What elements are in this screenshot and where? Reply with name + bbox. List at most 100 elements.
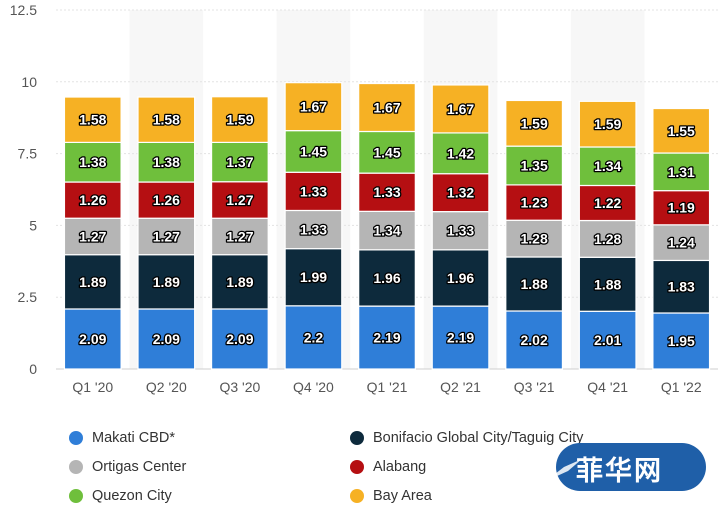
x-axis-tick-labels: Q1 '20 Q2 '20 Q3 '20 Q4 '20 Q1 '21 Q2 '21 Q3 '… bbox=[72, 379, 701, 395]
legend-label: Bay Area bbox=[373, 488, 432, 504]
data-label: 1.34 bbox=[373, 223, 400, 239]
bar-segment[interactable] bbox=[505, 99, 564, 147]
bar-segment[interactable] bbox=[358, 210, 416, 251]
bar-segment[interactable] bbox=[578, 146, 637, 187]
x-tick-label: Q4 '21 bbox=[587, 379, 628, 395]
bar-stack: 1.95 1.83 1.24 1.19 1.31 1.55 bbox=[652, 107, 711, 370]
x-tick-label: Q1 '22 bbox=[661, 379, 702, 395]
data-label: 2.09 bbox=[153, 331, 180, 347]
bar-segment[interactable] bbox=[652, 224, 711, 262]
legend-marker bbox=[69, 431, 83, 445]
y-tick-label: 7.5 bbox=[18, 146, 38, 162]
legend-marker bbox=[69, 489, 83, 503]
bar-segment[interactable] bbox=[652, 190, 711, 226]
bar-segment[interactable] bbox=[63, 181, 122, 219]
legend-item-alabang[interactable]: Alabang bbox=[350, 459, 426, 475]
bar-segment[interactable] bbox=[284, 130, 343, 173]
data-label: 1.89 bbox=[79, 274, 106, 290]
data-label: 1.88 bbox=[520, 276, 547, 292]
data-label: 1.27 bbox=[226, 192, 253, 208]
bar-stack: 2.19 1.96 1.33 1.32 1.42 1.67 bbox=[431, 84, 490, 370]
legend-item-bgc[interactable]: Bonifacio Global City/Taguig City bbox=[350, 430, 583, 446]
legend-item-makati[interactable]: Makati CBD* bbox=[69, 430, 175, 446]
bar-stack: 2.01 1.88 1.28 1.22 1.34 1.59 bbox=[578, 100, 637, 370]
legend-item-bay-area[interactable]: Bay Area bbox=[350, 488, 432, 504]
legend-item-quezon[interactable]: Quezon City bbox=[69, 488, 172, 504]
x-tick-label: Q3 '21 bbox=[514, 379, 555, 395]
x-tick-label: Q2 '21 bbox=[440, 379, 481, 395]
bar-segment[interactable] bbox=[137, 308, 196, 370]
legend: Makati CBD* Bonifacio Global City/Taguig… bbox=[62, 428, 622, 514]
data-label: 1.27 bbox=[226, 228, 253, 244]
bar-segment[interactable] bbox=[284, 248, 343, 307]
bar-segment[interactable] bbox=[431, 305, 490, 370]
bar-segment[interactable] bbox=[210, 308, 269, 370]
bar-segment[interactable] bbox=[578, 100, 637, 148]
bar-segment[interactable] bbox=[578, 219, 637, 258]
bar-segment[interactable] bbox=[358, 249, 416, 307]
data-label: 1.28 bbox=[594, 231, 621, 247]
data-label: 2.09 bbox=[226, 331, 253, 347]
bar-segment[interactable] bbox=[63, 254, 122, 310]
data-label: 1.26 bbox=[79, 192, 106, 208]
data-label: 1.34 bbox=[594, 158, 621, 174]
legend-marker bbox=[350, 460, 364, 474]
legend-item-ortigas[interactable]: Ortigas Center bbox=[69, 459, 186, 475]
bar-segment[interactable] bbox=[63, 308, 122, 370]
bar-segment[interactable] bbox=[284, 171, 343, 212]
x-tick-label: Q3 '20 bbox=[219, 379, 260, 395]
y-tick-label: 0 bbox=[29, 361, 37, 377]
bar-segment[interactable] bbox=[63, 96, 122, 143]
data-label: 1.24 bbox=[668, 235, 695, 251]
bar-segment[interactable] bbox=[210, 141, 269, 183]
data-label: 1.38 bbox=[79, 154, 106, 170]
bar-segment[interactable] bbox=[358, 82, 416, 133]
data-label: 2.01 bbox=[594, 332, 621, 348]
bar-segment[interactable] bbox=[652, 312, 711, 370]
data-label: 1.35 bbox=[520, 158, 547, 174]
bar-segment[interactable] bbox=[137, 181, 196, 219]
bar-segment[interactable] bbox=[505, 256, 564, 312]
bar-segment[interactable] bbox=[284, 209, 343, 250]
bar-segment[interactable] bbox=[358, 305, 416, 370]
legend-label: Alabang bbox=[373, 459, 427, 475]
bar-segment[interactable] bbox=[210, 96, 269, 143]
y-axis-tick-labels: 0 2.5 5 7.5 10 12.5 bbox=[10, 2, 37, 377]
data-label: 1.58 bbox=[79, 112, 106, 128]
data-label: 1.26 bbox=[153, 192, 180, 208]
bar-stack: 2.09 1.89 1.27 1.26 1.38 1.58 bbox=[63, 96, 122, 370]
data-label: 1.59 bbox=[226, 112, 253, 128]
legend-label: Makati CBD* bbox=[92, 430, 175, 446]
legend-label: Bonifacio Global City/Taguig City bbox=[373, 430, 584, 446]
bar-stack: 2.02 1.88 1.28 1.23 1.35 1.59 bbox=[505, 99, 564, 370]
data-label: 1.67 bbox=[300, 99, 327, 115]
bar-segment[interactable] bbox=[431, 132, 490, 175]
data-label: 1.89 bbox=[226, 274, 253, 290]
y-tick-label: 10 bbox=[21, 74, 37, 90]
bar-segment[interactable] bbox=[137, 217, 196, 256]
x-tick-label: Q1 '21 bbox=[367, 379, 408, 395]
bar-segment[interactable] bbox=[358, 130, 416, 174]
bar-segment[interactable] bbox=[210, 217, 269, 256]
watermark-text: 菲华网 bbox=[576, 456, 663, 487]
data-label: 1.31 bbox=[668, 164, 695, 180]
bar-segment[interactable] bbox=[578, 256, 637, 312]
bar-segment[interactable] bbox=[431, 211, 490, 251]
bar-segment[interactable] bbox=[431, 249, 490, 307]
bar-segment[interactable] bbox=[210, 181, 269, 219]
bar-segment[interactable] bbox=[505, 219, 564, 258]
data-label: 1.67 bbox=[373, 100, 400, 116]
bar-segment[interactable] bbox=[63, 141, 122, 183]
bar-segment[interactable] bbox=[63, 217, 122, 256]
bar-segment[interactable] bbox=[652, 259, 711, 314]
bar-segment[interactable] bbox=[210, 254, 269, 310]
bar-segment[interactable] bbox=[578, 184, 637, 222]
data-label: 1.58 bbox=[153, 112, 180, 128]
bar-segment[interactable] bbox=[137, 96, 196, 143]
bar-segment[interactable] bbox=[137, 254, 196, 310]
bar-segment[interactable] bbox=[284, 82, 343, 132]
data-label: 1.22 bbox=[594, 195, 621, 211]
bar-segment[interactable] bbox=[652, 107, 711, 154]
bar-segment[interactable] bbox=[431, 84, 490, 134]
